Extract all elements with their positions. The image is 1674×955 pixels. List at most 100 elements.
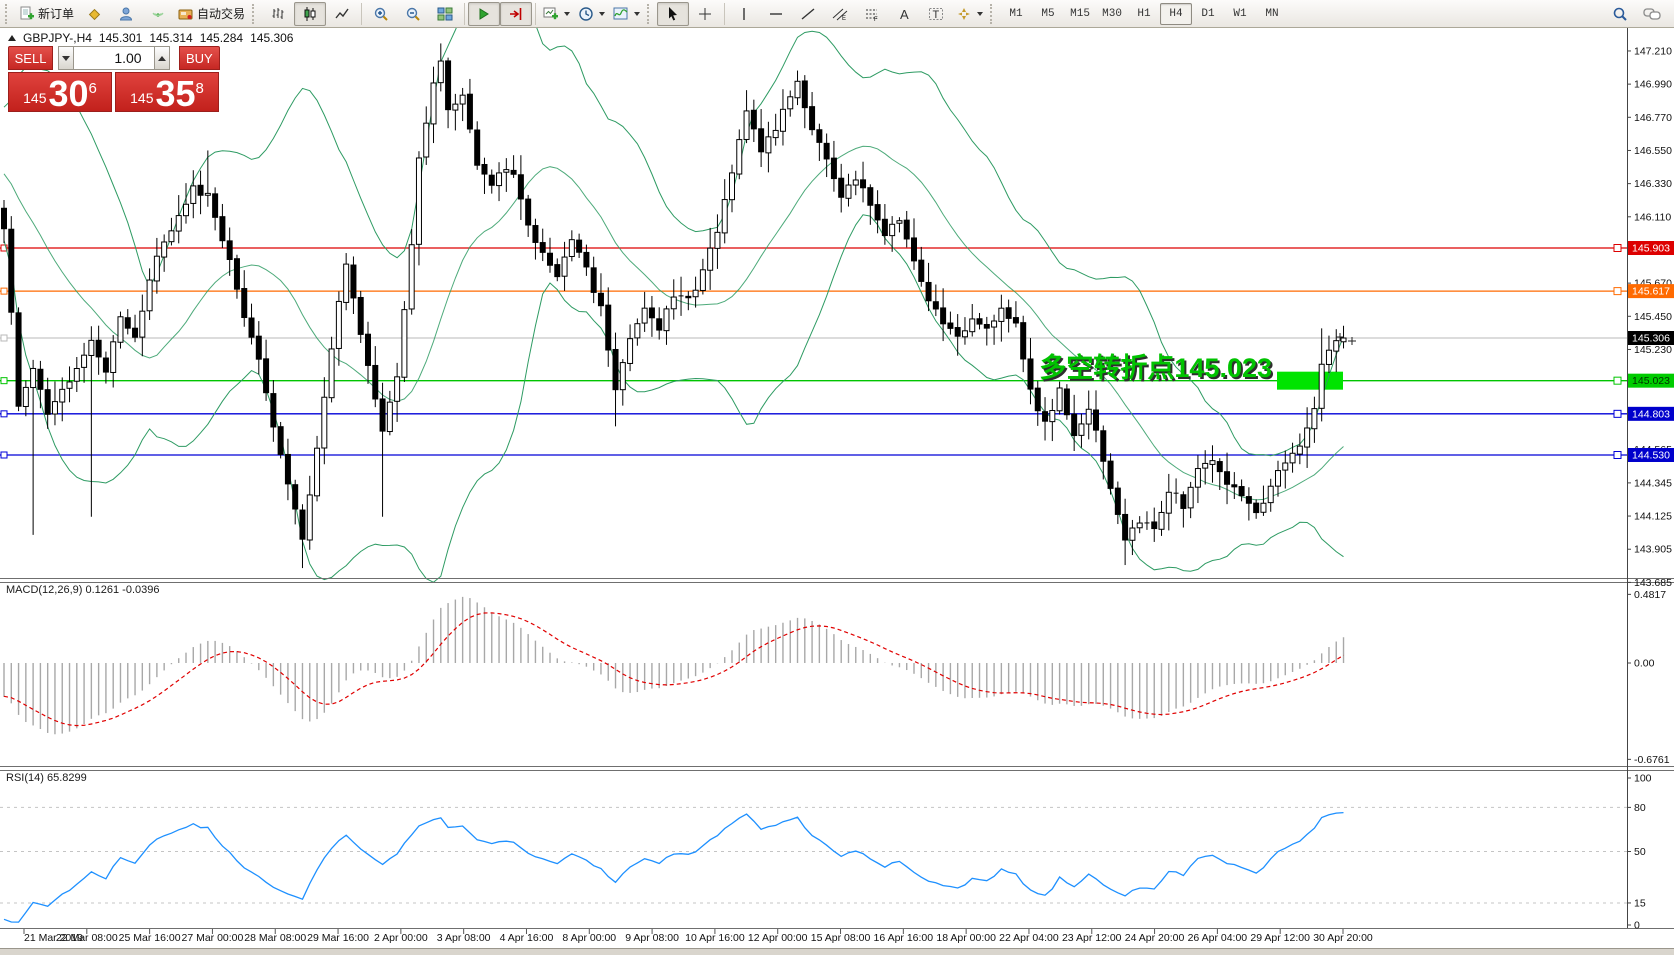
new-order-button[interactable]: 新订单 bbox=[15, 2, 78, 26]
svg-text:144.803: 144.803 bbox=[1632, 408, 1670, 420]
vertical-line-icon bbox=[743, 7, 745, 20]
volume-input[interactable]: 1.00 bbox=[74, 46, 154, 70]
buy-price-tile[interactable]: 145 35 8 bbox=[115, 72, 219, 112]
sell-price-tile[interactable]: 145 30 6 bbox=[8, 72, 112, 112]
tab-period-m15[interactable]: M15 bbox=[1070, 7, 1090, 20]
buy-button[interactable]: BUY bbox=[178, 46, 220, 70]
horizontal-line-button[interactable] bbox=[760, 2, 792, 26]
price-chart[interactable]: 147.210 146.990 146.770 146.550 146.330 146.1… bbox=[0, 28, 1674, 955]
highlight-rectangle bbox=[1277, 371, 1343, 390]
profiles-icon bbox=[579, 6, 593, 21]
svg-text:143.905: 143.905 bbox=[1634, 544, 1672, 556]
time-axis-label: 22 Mar 08:00 bbox=[56, 932, 118, 944]
tile-windows-button[interactable] bbox=[429, 2, 461, 26]
time-axis-label: 15 Apr 08:00 bbox=[811, 932, 871, 944]
cursor-button[interactable] bbox=[657, 1, 690, 26]
bar-chart-button[interactable] bbox=[262, 2, 294, 26]
tile-windows-icon bbox=[437, 7, 453, 20]
channel-icon: E bbox=[832, 8, 848, 22]
pane-separators bbox=[0, 28, 1674, 929]
time-axis-label: 26 Apr 04:00 bbox=[1188, 932, 1248, 944]
svg-text:146.550: 146.550 bbox=[1634, 145, 1672, 157]
toolbar-drag-handle[interactable] bbox=[5, 3, 12, 24]
tab-period-h4[interactable]: H4 bbox=[1160, 2, 1193, 25]
signals-button[interactable] bbox=[142, 2, 174, 26]
publisher-button[interactable] bbox=[110, 2, 142, 26]
annotation-text: 多空转折点145.023 bbox=[1039, 353, 1272, 383]
time-axis-label: 4 Apr 16:00 bbox=[500, 932, 554, 944]
styler-icon bbox=[88, 8, 101, 20]
chat-button[interactable] bbox=[1636, 2, 1668, 26]
price-line-label bbox=[1628, 241, 1674, 255]
search-button[interactable] bbox=[1604, 2, 1636, 26]
label-button[interactable]: T bbox=[920, 2, 952, 26]
rsi-caption: RSI(14) 65.8299 bbox=[6, 772, 87, 784]
time-axis-label: 24 Apr 20:00 bbox=[1125, 932, 1185, 944]
chart-shift-button[interactable] bbox=[500, 1, 533, 26]
profiles-button[interactable] bbox=[574, 2, 609, 26]
buy-price-pips: 35 bbox=[155, 73, 196, 114]
auto-scroll-icon bbox=[479, 7, 489, 20]
svg-text:145.230: 145.230 bbox=[1634, 344, 1672, 356]
crosshair-button[interactable] bbox=[689, 2, 721, 26]
tab-period-d1[interactable]: D1 bbox=[1201, 7, 1215, 20]
styler-button[interactable] bbox=[78, 2, 110, 26]
candlestick-chart-icon bbox=[304, 6, 316, 21]
svg-text:A: A bbox=[900, 7, 909, 22]
svg-text:143.685: 143.685 bbox=[1634, 577, 1672, 589]
line-chart-button[interactable] bbox=[326, 2, 358, 26]
tab-period-w1[interactable]: W1 bbox=[1233, 7, 1247, 20]
zoom-in-button[interactable] bbox=[365, 2, 397, 26]
time-axis-label: 2 Apr 00:00 bbox=[374, 932, 428, 944]
tab-period-m1[interactable]: M1 bbox=[1009, 7, 1023, 20]
volume-increase-button[interactable] bbox=[153, 46, 170, 70]
sell-price-figure: 145 bbox=[23, 90, 47, 106]
buy-price-figure: 145 bbox=[130, 90, 154, 106]
svg-text:146.770: 146.770 bbox=[1634, 112, 1672, 124]
text-button[interactable]: A bbox=[888, 2, 920, 26]
tab-period-m5[interactable]: M5 bbox=[1041, 7, 1055, 20]
candlestick-chart-button[interactable] bbox=[294, 1, 327, 26]
ohlc-high: 145.314 bbox=[149, 31, 193, 45]
vertical-line-button[interactable] bbox=[728, 2, 760, 26]
svg-text:145.450: 145.450 bbox=[1634, 311, 1672, 323]
cursor-icon bbox=[669, 6, 678, 20]
new-chart-button[interactable] bbox=[539, 2, 574, 26]
svg-text:E: E bbox=[842, 16, 846, 22]
arrows-button[interactable] bbox=[952, 2, 987, 26]
time-axis-label: 3 Apr 08:00 bbox=[437, 932, 491, 944]
macd-pane bbox=[3, 596, 1345, 735]
toolbar-drag-handle[interactable] bbox=[647, 3, 654, 24]
autotrading-icon bbox=[178, 9, 193, 19]
zoom-out-button[interactable] bbox=[397, 2, 429, 26]
svg-text:-0.6761: -0.6761 bbox=[1634, 754, 1670, 766]
autotrading-button[interactable]: 自动交易 bbox=[174, 2, 249, 26]
sell-button[interactable]: SELL bbox=[8, 46, 54, 70]
tab-period-m30[interactable]: M30 bbox=[1102, 7, 1122, 20]
svg-text:15: 15 bbox=[1634, 897, 1646, 909]
collapse-trade-panel-icon[interactable] bbox=[8, 35, 16, 41]
new-order-label: 新订单 bbox=[38, 7, 75, 21]
volume-decrease-button[interactable] bbox=[58, 46, 75, 70]
time-axis-label: 22 Apr 04:00 bbox=[999, 932, 1059, 944]
svg-text:144.530: 144.530 bbox=[1632, 449, 1670, 461]
svg-text:145.617: 145.617 bbox=[1632, 286, 1670, 298]
time-axis-label: 16 Apr 16:00 bbox=[874, 932, 934, 944]
signals-icon bbox=[152, 12, 164, 17]
toolbar-drag-handle[interactable] bbox=[990, 3, 997, 24]
indicators-button[interactable] bbox=[609, 2, 644, 26]
toolbar-drag-handle[interactable] bbox=[252, 3, 259, 24]
channel-button[interactable]: E bbox=[824, 2, 856, 26]
trendline-button[interactable] bbox=[792, 2, 824, 26]
price-line-label bbox=[1628, 447, 1674, 462]
autotrading-label: 自动交易 bbox=[197, 7, 246, 21]
fibonacci-button[interactable]: F bbox=[856, 2, 888, 26]
svg-text:146.330: 146.330 bbox=[1634, 178, 1672, 190]
auto-scroll-button[interactable] bbox=[468, 1, 501, 26]
svg-text:144.345: 144.345 bbox=[1634, 477, 1672, 489]
tab-period-mn[interactable]: MN bbox=[1265, 7, 1279, 20]
tab-period-h1[interactable]: H1 bbox=[1137, 7, 1151, 20]
bollinger-lower bbox=[3, 214, 1344, 583]
search-icon bbox=[1613, 7, 1627, 21]
chevron-down-icon bbox=[564, 11, 571, 16]
